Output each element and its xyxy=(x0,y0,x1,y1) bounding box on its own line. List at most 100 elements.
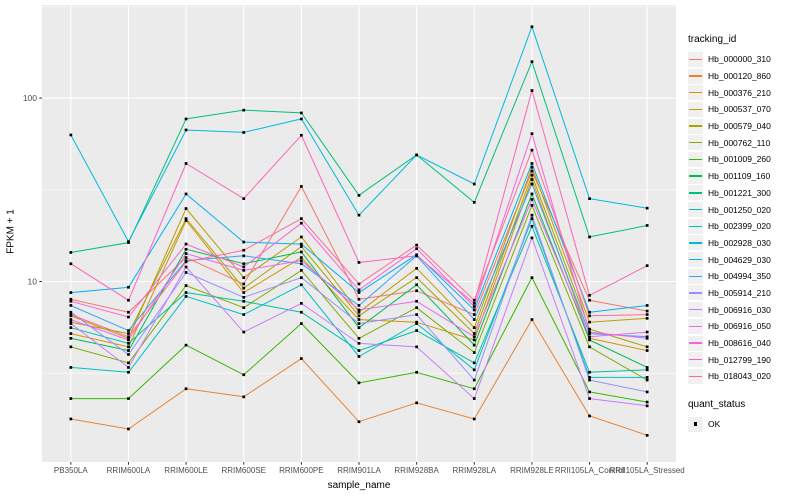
data-point xyxy=(357,314,361,318)
legend-key-box xyxy=(688,51,703,67)
data-point xyxy=(127,298,130,302)
legend-color-swatch xyxy=(689,58,702,61)
data-point xyxy=(415,299,418,303)
data-point xyxy=(645,206,649,210)
data-point xyxy=(242,265,246,269)
legend-key-box xyxy=(688,268,703,284)
data-point xyxy=(69,291,73,294)
data-point xyxy=(184,128,188,132)
legend-item: Hb_000376_210 xyxy=(688,84,798,101)
x-tick-label: RRII105LA_Control xyxy=(555,466,625,475)
data-point xyxy=(472,318,476,321)
data-point xyxy=(415,243,418,247)
data-point xyxy=(69,133,73,137)
data-point xyxy=(472,305,476,308)
data-point xyxy=(184,217,188,220)
legend-key-box xyxy=(688,202,703,218)
data-point xyxy=(415,313,418,316)
data-point xyxy=(588,378,591,382)
data-point xyxy=(357,282,361,286)
data-point xyxy=(300,117,303,121)
data-point xyxy=(242,248,246,252)
data-point xyxy=(300,235,303,239)
data-point xyxy=(184,387,188,391)
data-point xyxy=(472,417,476,421)
data-point xyxy=(357,337,361,340)
legend-color-swatch xyxy=(689,92,702,94)
data-point xyxy=(588,314,591,318)
legend-key-box xyxy=(688,85,703,101)
data-point xyxy=(415,247,418,250)
legend-item: Hb_006916_050 xyxy=(688,318,798,335)
data-point xyxy=(300,322,303,325)
data-point xyxy=(300,185,303,188)
x-tick-label: RRIM901LA xyxy=(337,466,381,475)
data-point xyxy=(184,260,188,264)
data-point xyxy=(645,317,649,320)
data-point xyxy=(588,397,591,400)
data-point xyxy=(472,361,476,365)
legend-item: Hb_004629_030 xyxy=(688,251,798,268)
legend-item: Hb_002928_030 xyxy=(688,235,798,252)
x-tick-label: RRIM600SE xyxy=(221,466,265,475)
data-point xyxy=(184,247,188,251)
legend-key-box xyxy=(688,168,703,184)
legend-item: Hb_004994_350 xyxy=(688,268,798,285)
legend-item: Hb_000579_040 xyxy=(688,118,798,135)
x-tick-label: PB350LA xyxy=(54,466,88,475)
tracking-id-legend-entries: Hb_000000_310 Hb_000120_860 Hb_000376_210 H… xyxy=(688,51,798,385)
data-point xyxy=(530,276,534,279)
legend-key-box xyxy=(688,135,703,151)
data-point xyxy=(300,310,303,314)
data-point xyxy=(127,353,130,356)
legend-key-box xyxy=(688,352,703,368)
data-point xyxy=(127,338,130,342)
legend-item: Hb_000762_110 xyxy=(688,134,798,151)
legend-key-box xyxy=(688,285,703,301)
data-point xyxy=(530,182,534,186)
data-point xyxy=(415,306,418,309)
legend-color-swatch xyxy=(689,175,702,177)
legend-item: Hb_001250_020 xyxy=(688,201,798,218)
data-point xyxy=(357,318,361,321)
data-point xyxy=(472,387,476,391)
legend-item-label: Hb_001250_020 xyxy=(708,204,771,215)
data-point xyxy=(127,342,130,345)
data-point xyxy=(357,381,361,385)
data-point xyxy=(127,349,130,352)
data-point xyxy=(588,310,591,314)
data-point xyxy=(300,221,303,225)
x-tick-label: RRII105LA_Stressed xyxy=(610,466,685,475)
legend-item-label: Hb_000537_070 xyxy=(708,104,771,115)
data-point xyxy=(242,330,246,334)
data-point xyxy=(127,366,130,369)
legend-key-box xyxy=(688,302,703,318)
data-point xyxy=(415,267,418,270)
legend-key-box xyxy=(688,368,703,384)
data-point xyxy=(645,404,649,408)
data-point xyxy=(300,245,303,248)
data-point xyxy=(357,304,361,307)
data-point xyxy=(184,192,188,196)
data-point xyxy=(127,315,130,319)
data-point xyxy=(530,204,534,207)
data-point xyxy=(127,335,130,339)
x-tick-label: RRIM600PE xyxy=(279,466,323,475)
data-point xyxy=(588,320,591,324)
data-point xyxy=(415,289,418,293)
data-point xyxy=(69,262,73,266)
data-point xyxy=(530,132,534,135)
data-point xyxy=(645,304,649,307)
data-point xyxy=(184,117,188,121)
legend-item: Hb_001009_260 xyxy=(688,151,798,168)
data-point xyxy=(242,131,246,134)
data-point xyxy=(645,349,649,352)
data-point xyxy=(357,322,361,325)
data-point xyxy=(472,313,476,316)
data-point xyxy=(69,332,73,335)
data-point xyxy=(69,397,73,400)
data-point xyxy=(242,108,246,112)
legend-item: Hb_006916_030 xyxy=(688,301,798,318)
data-point xyxy=(472,335,476,339)
legend-item-label: Hb_000376_210 xyxy=(708,87,771,98)
